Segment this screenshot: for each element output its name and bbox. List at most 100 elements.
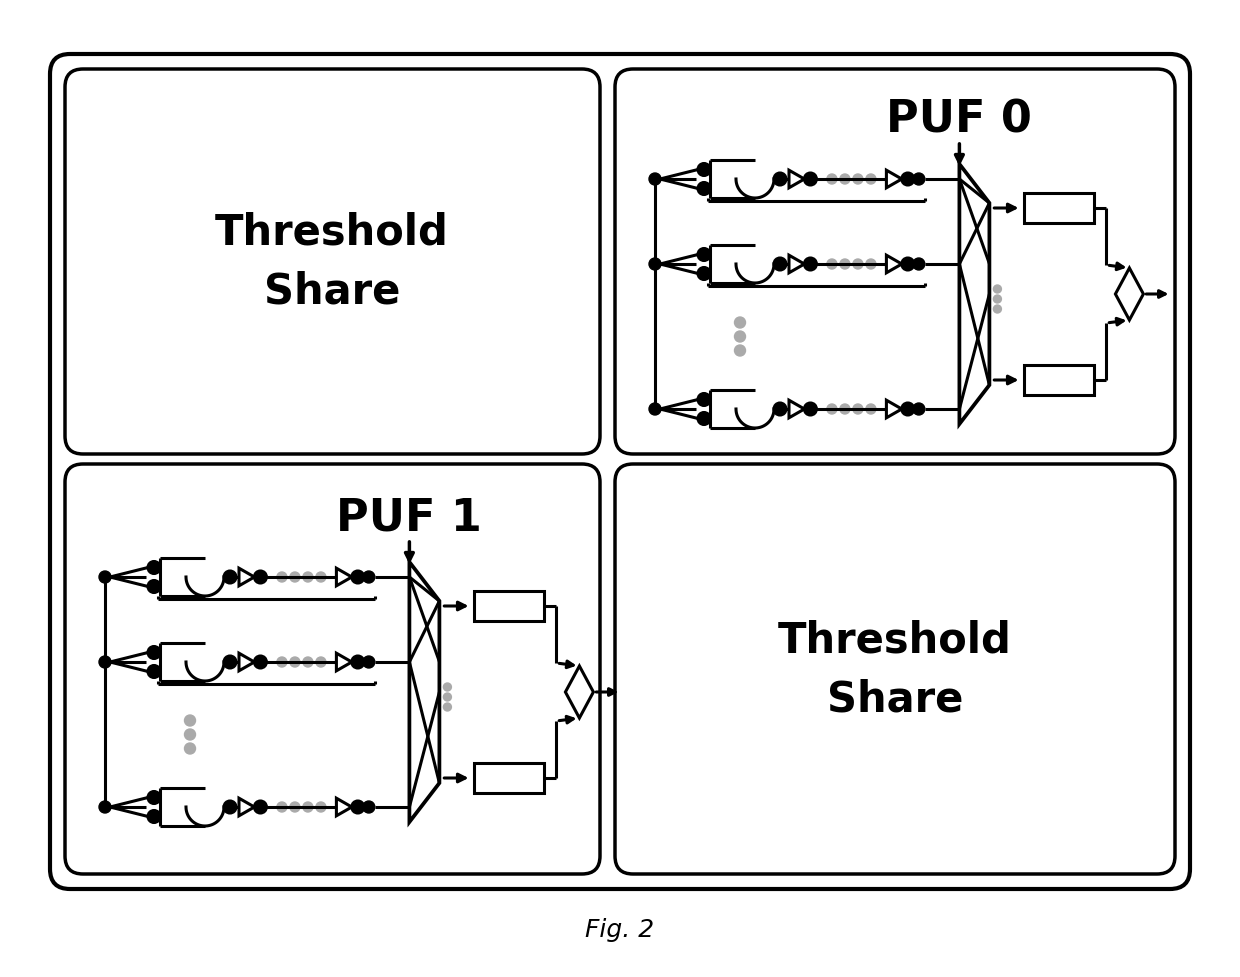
Circle shape bbox=[913, 174, 925, 186]
Circle shape bbox=[827, 260, 837, 270]
Circle shape bbox=[290, 573, 300, 582]
Circle shape bbox=[148, 811, 160, 823]
Circle shape bbox=[363, 572, 374, 583]
Bar bbox=[1024, 365, 1095, 396]
Circle shape bbox=[827, 404, 837, 414]
Circle shape bbox=[698, 413, 711, 425]
Circle shape bbox=[649, 404, 661, 415]
Circle shape bbox=[698, 249, 711, 261]
Circle shape bbox=[649, 259, 661, 271]
Text: Fig. 2: Fig. 2 bbox=[585, 917, 655, 941]
Circle shape bbox=[444, 703, 451, 711]
Circle shape bbox=[853, 175, 863, 185]
Circle shape bbox=[254, 801, 267, 813]
Circle shape bbox=[993, 285, 1002, 294]
Circle shape bbox=[224, 657, 236, 668]
Circle shape bbox=[316, 658, 326, 667]
Circle shape bbox=[224, 572, 236, 583]
Circle shape bbox=[901, 174, 914, 186]
Bar bbox=[475, 763, 544, 793]
Polygon shape bbox=[789, 401, 805, 418]
Polygon shape bbox=[239, 654, 254, 671]
Circle shape bbox=[866, 260, 875, 270]
Circle shape bbox=[148, 665, 160, 678]
Circle shape bbox=[185, 729, 196, 741]
Circle shape bbox=[993, 296, 1002, 304]
FancyBboxPatch shape bbox=[615, 70, 1176, 454]
Circle shape bbox=[698, 269, 711, 280]
Circle shape bbox=[277, 802, 286, 812]
Circle shape bbox=[853, 404, 863, 414]
Circle shape bbox=[254, 657, 267, 668]
Circle shape bbox=[866, 404, 875, 414]
Polygon shape bbox=[960, 165, 990, 425]
Polygon shape bbox=[239, 569, 254, 586]
Circle shape bbox=[734, 318, 745, 328]
Text: Threshold
Share: Threshold Share bbox=[777, 619, 1012, 719]
Polygon shape bbox=[409, 563, 439, 823]
Circle shape bbox=[913, 404, 925, 415]
Text: PUF 1: PUF 1 bbox=[336, 496, 482, 539]
Polygon shape bbox=[887, 171, 901, 189]
Polygon shape bbox=[336, 569, 352, 586]
Polygon shape bbox=[789, 171, 805, 189]
Circle shape bbox=[363, 801, 374, 813]
Circle shape bbox=[99, 572, 112, 583]
Circle shape bbox=[866, 175, 875, 185]
Circle shape bbox=[290, 802, 300, 812]
Polygon shape bbox=[239, 798, 254, 816]
Circle shape bbox=[698, 184, 711, 195]
Circle shape bbox=[277, 573, 286, 582]
Circle shape bbox=[185, 715, 196, 726]
Circle shape bbox=[805, 404, 816, 415]
Circle shape bbox=[352, 801, 363, 813]
Polygon shape bbox=[565, 666, 594, 718]
FancyBboxPatch shape bbox=[50, 55, 1190, 889]
Circle shape bbox=[316, 802, 326, 812]
FancyBboxPatch shape bbox=[64, 464, 600, 874]
Circle shape bbox=[444, 694, 451, 701]
Circle shape bbox=[277, 658, 286, 667]
Text: PUF 0: PUF 0 bbox=[887, 99, 1033, 142]
Circle shape bbox=[290, 658, 300, 667]
Polygon shape bbox=[887, 401, 901, 418]
FancyBboxPatch shape bbox=[64, 70, 600, 454]
Circle shape bbox=[774, 259, 786, 271]
Polygon shape bbox=[1116, 269, 1143, 320]
Circle shape bbox=[316, 573, 326, 582]
Bar bbox=[475, 591, 544, 621]
Circle shape bbox=[805, 174, 816, 186]
Circle shape bbox=[185, 743, 196, 754]
Circle shape bbox=[901, 404, 914, 415]
Circle shape bbox=[254, 572, 267, 583]
Circle shape bbox=[901, 259, 914, 271]
FancyBboxPatch shape bbox=[615, 464, 1176, 874]
Circle shape bbox=[774, 404, 786, 415]
Circle shape bbox=[352, 572, 363, 583]
Circle shape bbox=[913, 259, 925, 271]
Circle shape bbox=[993, 306, 1002, 314]
Circle shape bbox=[805, 259, 816, 271]
Circle shape bbox=[774, 174, 786, 186]
Circle shape bbox=[99, 801, 112, 813]
Circle shape bbox=[99, 657, 112, 668]
Circle shape bbox=[853, 260, 863, 270]
Circle shape bbox=[148, 791, 160, 804]
Circle shape bbox=[303, 658, 312, 667]
Circle shape bbox=[363, 657, 374, 668]
Bar bbox=[1024, 193, 1095, 224]
Circle shape bbox=[148, 581, 160, 593]
Circle shape bbox=[224, 801, 236, 813]
Circle shape bbox=[734, 331, 745, 343]
Circle shape bbox=[303, 802, 312, 812]
Circle shape bbox=[839, 260, 849, 270]
Circle shape bbox=[827, 175, 837, 185]
Circle shape bbox=[303, 573, 312, 582]
Polygon shape bbox=[336, 798, 352, 816]
Circle shape bbox=[698, 164, 711, 176]
Polygon shape bbox=[789, 256, 805, 274]
Circle shape bbox=[352, 657, 363, 668]
Circle shape bbox=[734, 346, 745, 357]
Circle shape bbox=[148, 562, 160, 573]
Circle shape bbox=[839, 404, 849, 414]
